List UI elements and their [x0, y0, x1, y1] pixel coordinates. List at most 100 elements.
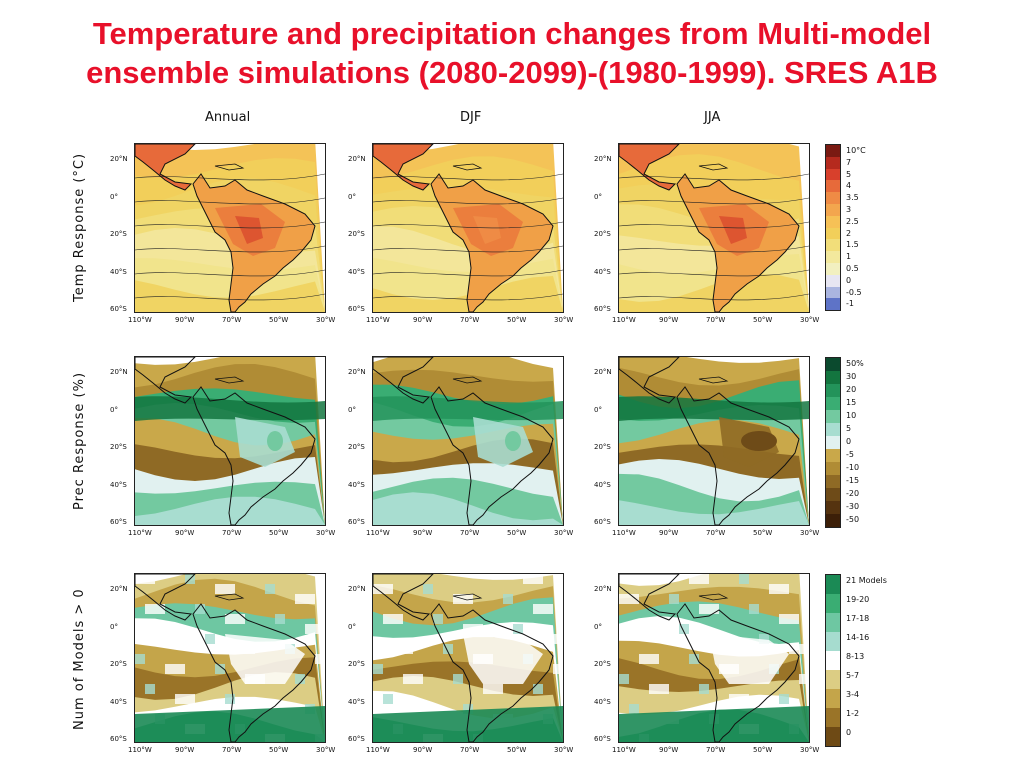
lat-tick: 60°S [594, 305, 611, 313]
legend-swatch [826, 227, 840, 240]
temp-legend-colorbar [825, 144, 841, 312]
map-temp-djf [372, 143, 564, 313]
lon-tick: 30°W [800, 746, 820, 754]
lat-tick: 40°S [110, 480, 127, 489]
legend-label: 7 [846, 157, 852, 167]
lat-tick: 0° [348, 192, 356, 201]
map-models-djf [372, 573, 564, 743]
lat-tick: 20°N [110, 585, 128, 593]
lat-tick: 20°S [348, 443, 365, 451]
legend-swatch [826, 192, 840, 204]
legend-label: 14-16 [846, 633, 870, 642]
title-line-1: Temperature and precipitation changes fr… [92, 16, 932, 51]
lon-tick: 30°W [316, 529, 336, 537]
map-prec-jja [618, 356, 810, 526]
legend-label: 10 [846, 411, 857, 420]
lat-tick: 20°N [594, 155, 612, 163]
lon-tick: 50°W [753, 529, 773, 537]
map-prec-annual [134, 356, 326, 526]
legend-label: 19-20 [846, 595, 870, 604]
legend-label: 50% [846, 359, 864, 368]
legend-swatch [826, 436, 840, 449]
legend-swatch [826, 501, 840, 514]
legend-label: 5 [846, 169, 852, 179]
lat-tick: 20°N [110, 155, 128, 163]
legend-swatch [826, 670, 840, 689]
legend-label: 0 [846, 275, 852, 285]
lat-tick: 60°S [348, 735, 365, 743]
map-prec-djf [372, 356, 564, 526]
legend-swatch [826, 274, 840, 287]
column-header-jja: JJA [704, 110, 721, 125]
lat-tick: 40°S [348, 480, 365, 489]
legend-swatch [826, 575, 840, 594]
column-header-djf: DJF [460, 110, 482, 125]
legend-label: 1.5 [846, 240, 859, 250]
legend-swatch [826, 239, 840, 252]
lon-tick: 30°W [800, 529, 820, 537]
legend-label: -5 [846, 450, 854, 459]
legend-label: 5-7 [846, 671, 860, 680]
lat-tick: 20°S [594, 230, 611, 238]
legend-swatch [826, 203, 840, 216]
legend-swatch [826, 156, 840, 169]
legend-swatch [826, 594, 840, 613]
lon-tick: 110°W [612, 529, 636, 537]
legend-label: 21 Models [846, 576, 887, 585]
lat-tick: 40°S [594, 480, 611, 489]
legend-swatch [826, 298, 840, 311]
lat-tick: 0° [348, 622, 356, 631]
lat-tick: 20°N [348, 155, 366, 163]
lat-tick: 0° [110, 192, 118, 201]
lon-tick: 110°W [366, 746, 390, 754]
legend-label: 0.5 [846, 264, 859, 273]
lat-tick: 0° [110, 405, 118, 414]
lat-tick: 20°S [110, 660, 127, 668]
lon-tick: 70°W [222, 316, 242, 324]
legend-label: -50 [846, 515, 860, 524]
legend-label: 8-13 [846, 652, 865, 661]
legend-label: 15 [846, 398, 857, 407]
lon-tick: 90°W [175, 746, 195, 754]
lat-tick: 40°S [348, 697, 365, 706]
legend-label: -10 [846, 463, 860, 472]
legend-label: 0 [846, 437, 852, 446]
legend-swatch [826, 514, 840, 527]
legend-swatch [826, 727, 840, 746]
legend-swatch [826, 286, 840, 299]
legend-label: -20 [846, 489, 860, 498]
lon-tick: 50°W [269, 746, 289, 754]
legend-label: 1 [846, 252, 852, 262]
legend-swatch [826, 613, 840, 632]
legend-swatch [826, 689, 840, 708]
column-header-annual: Annual [205, 110, 251, 125]
lat-tick: 20°N [348, 585, 366, 593]
map-temp-annual [134, 143, 326, 313]
legend-swatch [826, 475, 840, 488]
lat-tick: 0° [594, 405, 602, 414]
legend-swatch [826, 410, 840, 423]
map-models-annual [134, 573, 326, 743]
lon-tick: 70°W [460, 746, 480, 754]
lat-tick: 20°S [594, 660, 611, 668]
legend-swatch [826, 632, 840, 651]
row-label-models: Num of Models > 0 [72, 588, 87, 730]
legend-swatch [826, 488, 840, 501]
lat-tick: 40°S [594, 267, 611, 276]
legend-swatch [826, 651, 840, 670]
prec-legend-colorbar [825, 357, 841, 528]
lon-tick: 50°W [269, 316, 289, 324]
lon-tick: 30°W [800, 316, 820, 324]
legend-swatch [826, 397, 840, 410]
legend-label: 30 [846, 372, 857, 381]
lon-tick: 50°W [753, 316, 773, 324]
legend-label: 1-2 [846, 709, 860, 718]
lat-tick: 40°S [348, 267, 365, 276]
lat-tick: 0° [594, 622, 602, 631]
lon-tick: 70°W [222, 529, 242, 537]
legend-label: -0.5 [846, 287, 862, 297]
lon-tick: 90°W [659, 316, 679, 324]
lat-tick: 20°S [348, 230, 365, 238]
legend-label: -15 [846, 476, 860, 485]
lon-tick: 50°W [269, 529, 289, 537]
